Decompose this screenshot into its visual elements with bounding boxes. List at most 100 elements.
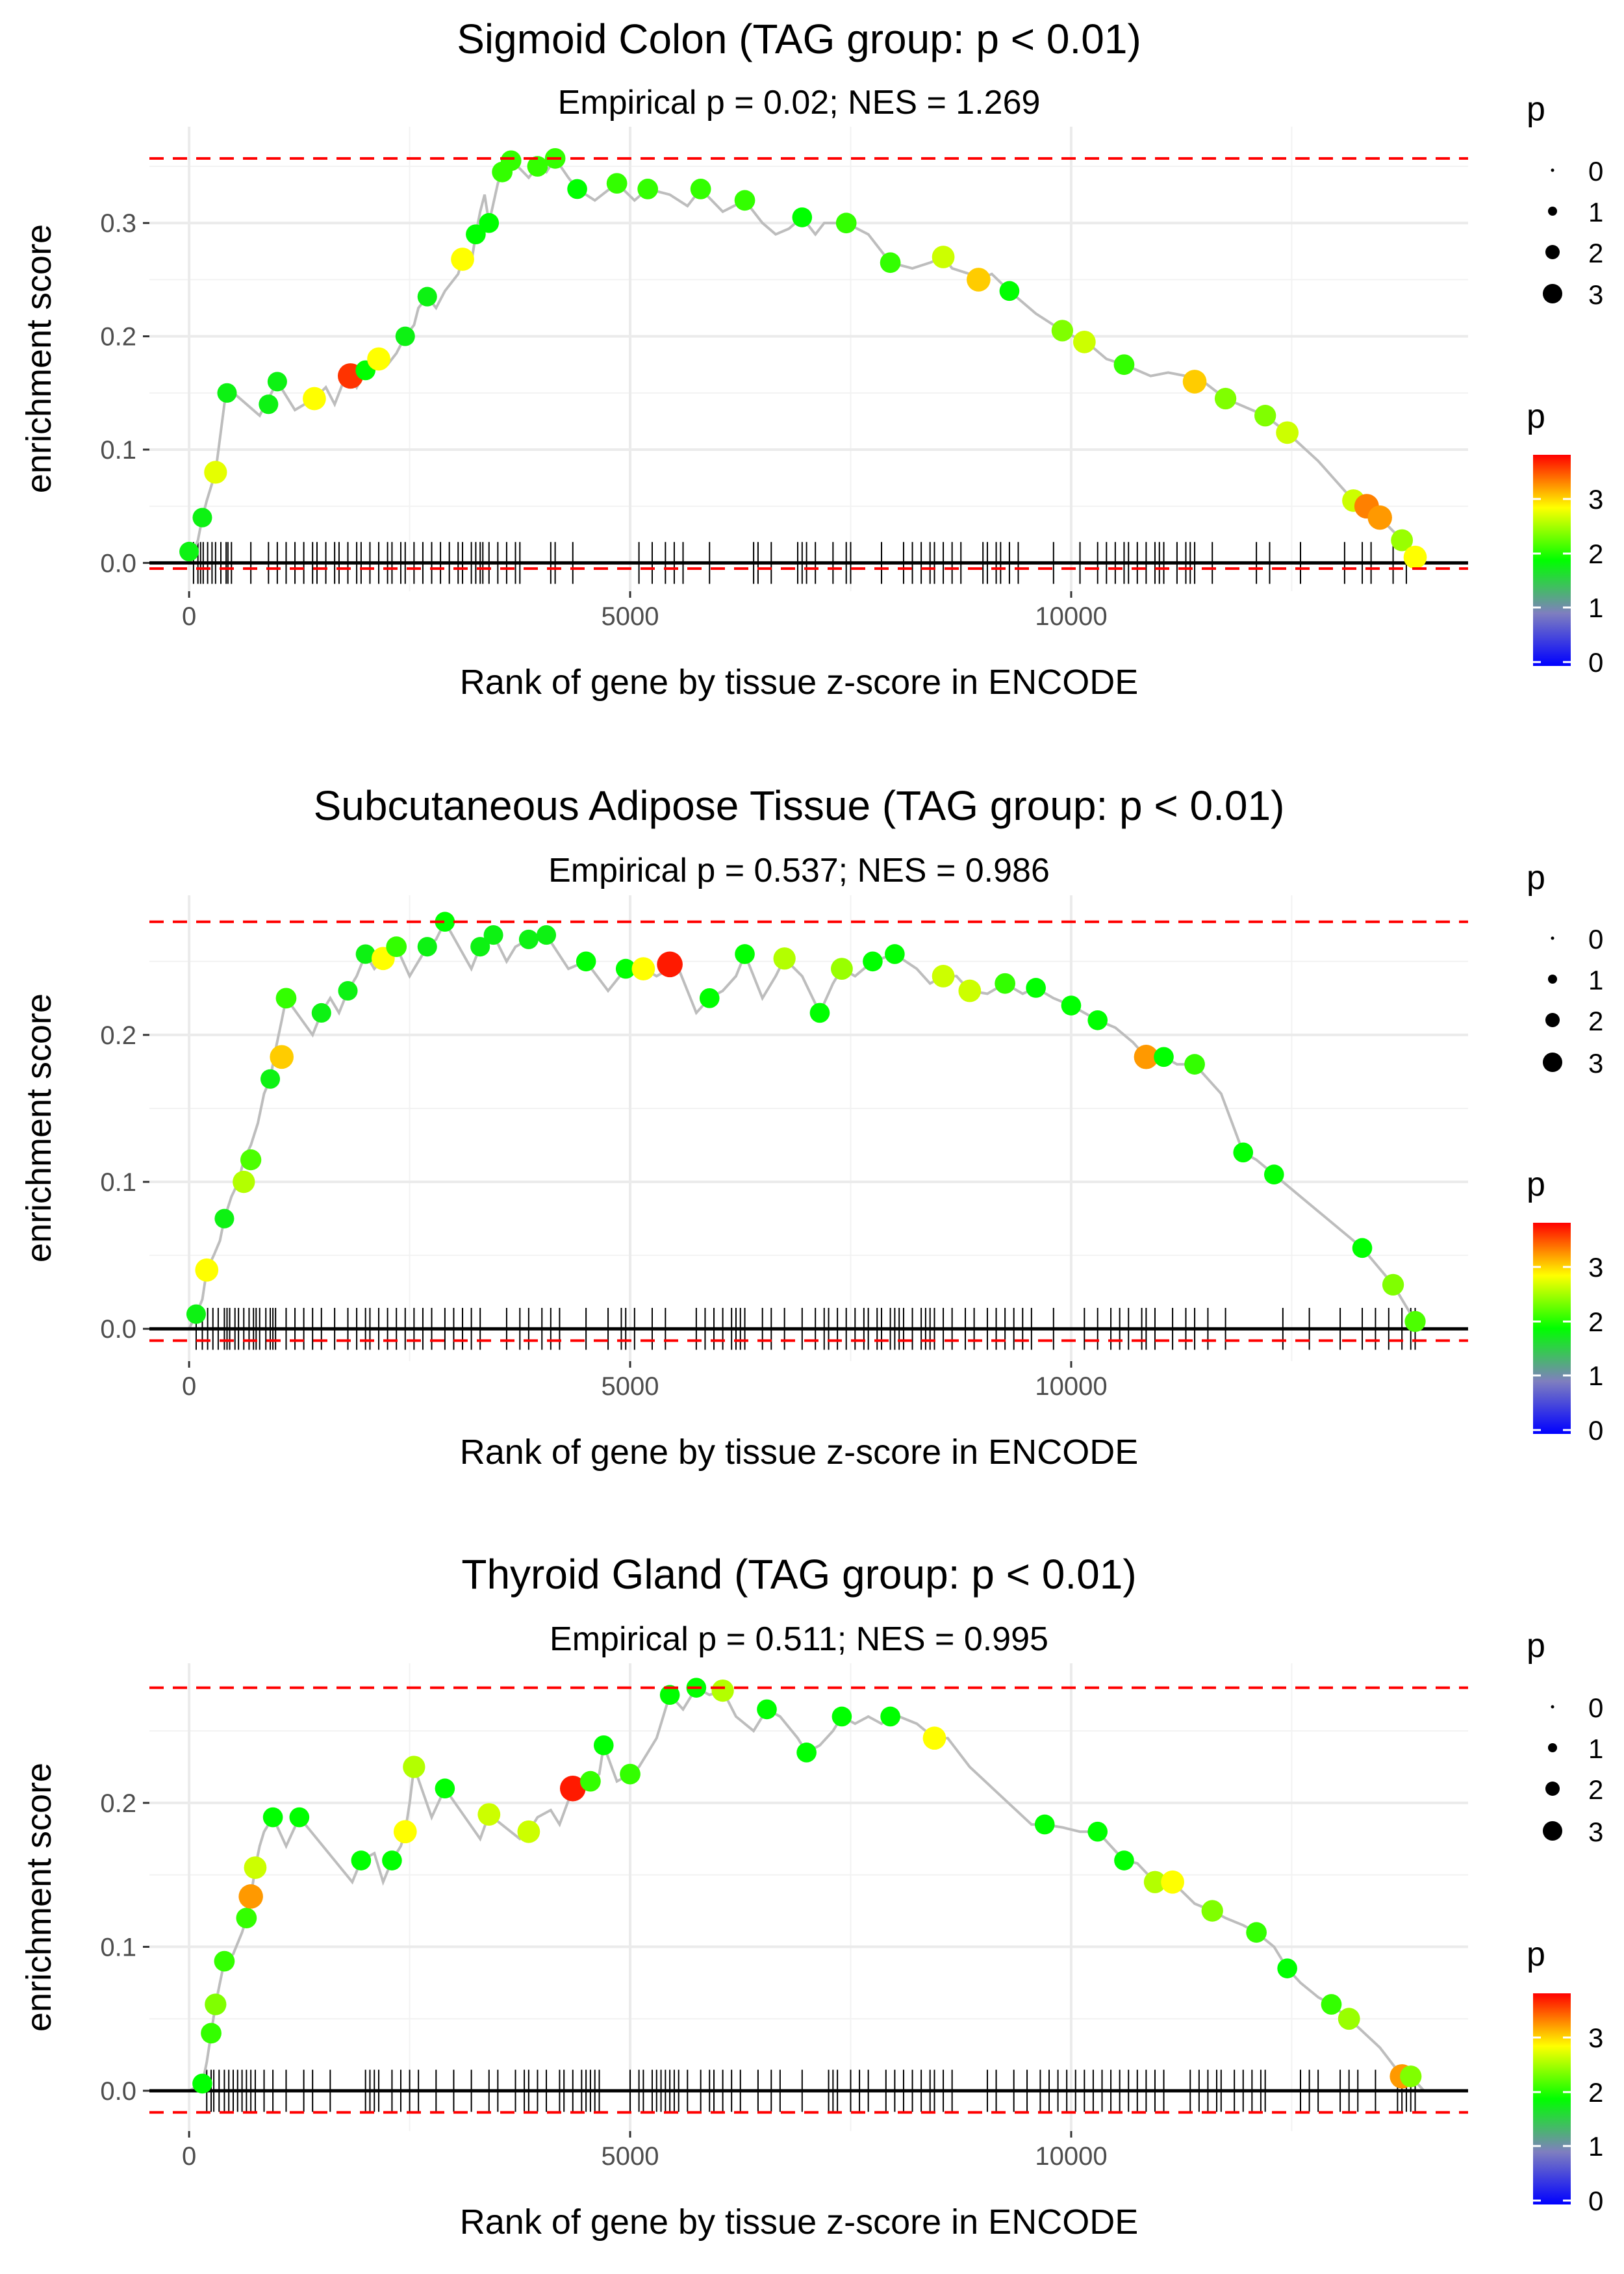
gene-point (367, 347, 390, 371)
color-legend: p 0 1 2 3 (1527, 398, 1603, 678)
color-legend-label: 0 (1588, 2186, 1603, 2216)
panel-sigmoid-colon: Sigmoid Colon (TAG group: p < 0.01) Empi… (19, 16, 1603, 702)
color-legend-label: 2 (1588, 2077, 1603, 2108)
gene-point (809, 1003, 830, 1023)
gene-point (518, 929, 539, 949)
y-tick-label: 0.2 (100, 323, 136, 351)
gene-point (393, 1820, 417, 1844)
gene-point (967, 268, 991, 292)
color-legend-label: 0 (1588, 1415, 1603, 1446)
gene-point (1391, 529, 1414, 552)
gene-point (699, 988, 720, 1008)
gene-point (1087, 1821, 1108, 1842)
gene-point (958, 979, 982, 1003)
gene-point (792, 207, 813, 227)
gene-point (1352, 1238, 1373, 1258)
gene-point (1233, 1142, 1254, 1163)
gene-point (1321, 1994, 1342, 2015)
color-legend-label: 1 (1588, 2131, 1603, 2162)
gene-point (483, 925, 503, 945)
size-legend-dot (1548, 207, 1557, 216)
gene-point (537, 925, 557, 945)
color-bar (1533, 1223, 1571, 1434)
gene-point (351, 1850, 372, 1871)
size-legend-dot (1551, 1705, 1554, 1709)
panel-subtitle: Empirical p = 0.02; NES = 1.269 (558, 84, 1041, 121)
color-bar (1533, 455, 1571, 666)
gene-point (1276, 421, 1299, 444)
gene-point (201, 2023, 222, 2044)
color-bar (1533, 1993, 1571, 2204)
gene-point (403, 1756, 425, 1778)
x-tick-label: 5000 (602, 602, 659, 631)
gene-point (711, 1679, 734, 1702)
panel-subcutaneous-adipose-tissue: Subcutaneous Adipose Tissue (TAG group: … (19, 782, 1603, 1472)
size-legend-label: 0 (1588, 924, 1603, 954)
size-legend-label: 2 (1588, 1774, 1603, 1805)
gene-point (559, 1775, 586, 1802)
gene-point (1051, 320, 1074, 342)
gene-point (1246, 1922, 1267, 1943)
panel-subtitle: Empirical p = 0.511; NES = 0.995 (550, 1620, 1048, 1658)
gene-point (593, 1735, 614, 1756)
gene-point (580, 1770, 601, 1792)
x-tick-label: 5000 (602, 1372, 659, 1401)
gene-point (932, 246, 955, 268)
color-legend-label: 1 (1588, 1361, 1603, 1391)
gene-point (382, 1850, 402, 1871)
size-legend-label: 1 (1588, 965, 1603, 995)
gene-point (1254, 405, 1276, 427)
gene-point (466, 224, 486, 244)
size-legend-label: 0 (1588, 1693, 1603, 1723)
size-legend-dot (1548, 1743, 1557, 1752)
gene-point (395, 326, 415, 346)
gene-point (1367, 505, 1392, 530)
gene-point (999, 281, 1020, 301)
size-legend-label: 1 (1588, 1733, 1603, 1764)
gene-point (386, 936, 407, 958)
panel-title: Thyroid Gland (TAG group: p < 0.01) (461, 1551, 1136, 1598)
plot-area: 0.0 0.1 0.2 0 5000 10000 (100, 895, 1468, 1401)
gene-point (620, 1763, 641, 1785)
gene-point (1214, 387, 1237, 410)
gene-point (179, 541, 199, 561)
size-legend-dot (1543, 284, 1562, 303)
color-legend-title: p (1527, 1935, 1545, 1973)
gene-point (1034, 1814, 1055, 1835)
gene-point (236, 1908, 257, 1928)
gene-point (417, 287, 437, 307)
size-legend-dot (1545, 245, 1560, 259)
gene-point (517, 1820, 540, 1843)
gene-point (1338, 2008, 1360, 2030)
x-tick-label: 10000 (1035, 602, 1107, 631)
size-legend-label: 2 (1588, 238, 1603, 268)
gene-point (567, 179, 587, 199)
gene-point (1184, 1054, 1205, 1075)
running-es-line (188, 156, 1425, 565)
x-tick-label: 0 (182, 602, 196, 631)
gene-point (214, 1208, 235, 1229)
color-legend-label: 2 (1588, 1307, 1603, 1337)
gene-point (233, 1170, 255, 1194)
gene-point (773, 947, 796, 970)
gene-point (240, 1149, 262, 1171)
size-legend: p 0 1 2 3 (1527, 1627, 1603, 1847)
plot-area: 0.0 0.1 0.2 0.3 0 5000 10000 (100, 127, 1468, 631)
x-axis-label: Rank of gene by tissue z-score in ENCODE (460, 663, 1138, 702)
gene-point (735, 944, 755, 964)
gene-point (1143, 1871, 1167, 1893)
size-legend-label: 1 (1588, 197, 1603, 227)
gene-point (1114, 1850, 1134, 1871)
x-axis-label: Rank of gene by tissue z-score in ENCODE (460, 2203, 1138, 2242)
running-es-line (188, 919, 1425, 1330)
gene-point (262, 1807, 283, 1828)
gene-point (289, 1807, 310, 1828)
gene-point (880, 1706, 900, 1727)
gene-point (1277, 1958, 1297, 1978)
gene-point (238, 1884, 263, 1909)
gene-point (435, 912, 455, 932)
size-legend-label: 0 (1588, 156, 1603, 186)
x-tick-label: 5000 (602, 2142, 659, 2171)
gene-point (244, 1856, 267, 1879)
